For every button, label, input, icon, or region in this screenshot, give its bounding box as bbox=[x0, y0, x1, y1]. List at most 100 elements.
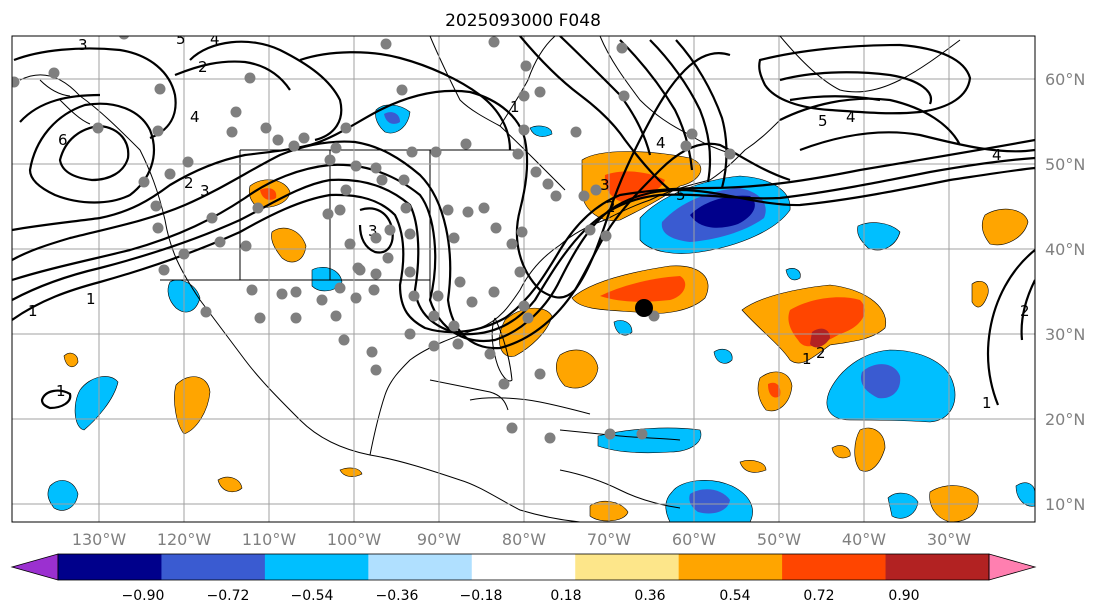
station-dot bbox=[514, 266, 526, 278]
longitude-labels: 130°W 120°W 110°W 100°W 90°W 80°W 70°W 6… bbox=[72, 530, 971, 549]
station-dot bbox=[344, 238, 356, 250]
station-dot bbox=[376, 174, 388, 186]
station-dot bbox=[530, 166, 542, 178]
svg-text:2: 2 bbox=[606, 198, 616, 216]
station-dot bbox=[724, 148, 736, 160]
svg-text:0.90: 0.90 bbox=[888, 588, 919, 604]
station-dot bbox=[478, 202, 490, 214]
svg-text:5: 5 bbox=[676, 186, 686, 204]
svg-text:1: 1 bbox=[802, 350, 812, 368]
station-dot bbox=[370, 162, 382, 174]
colorbar-segment bbox=[264, 554, 369, 580]
station-dot bbox=[442, 204, 454, 216]
station-dot bbox=[518, 90, 530, 102]
colorbar-segment bbox=[161, 554, 266, 580]
station-dot bbox=[488, 36, 500, 48]
station-dot bbox=[428, 340, 440, 352]
svg-text:5: 5 bbox=[176, 30, 186, 48]
svg-text:20°N: 20°N bbox=[1045, 410, 1085, 429]
svg-text:130°W: 130°W bbox=[72, 530, 127, 549]
station-dot bbox=[498, 378, 510, 390]
station-dot bbox=[340, 184, 352, 196]
svg-text:1: 1 bbox=[28, 302, 38, 320]
station-dot bbox=[152, 125, 164, 137]
station-dot bbox=[550, 190, 562, 202]
station-dot bbox=[680, 140, 692, 152]
colorbar-segment bbox=[782, 554, 887, 580]
station-dot bbox=[48, 67, 60, 79]
station-dot bbox=[506, 238, 518, 250]
svg-text:110°W: 110°W bbox=[242, 530, 297, 549]
station-dot bbox=[506, 422, 518, 434]
station-dot bbox=[466, 296, 478, 308]
svg-text:10°N: 10°N bbox=[1045, 495, 1085, 514]
station-dot bbox=[432, 290, 444, 302]
map-title: 2025093000 F048 bbox=[445, 11, 601, 31]
map-area: 3 5 4 2 4 6 3 2 5 4 1 1 3 1 2 1 1 2 4 3 … bbox=[12, 30, 1035, 522]
station-dot bbox=[428, 310, 440, 322]
station-dot bbox=[448, 320, 460, 332]
station-dot bbox=[408, 290, 420, 302]
svg-text:1: 1 bbox=[982, 394, 992, 412]
colorbar-tick-labels: −0.90 −0.72 −0.54 −0.36 −0.18 0.18 0.36 … bbox=[122, 588, 920, 604]
station-dot bbox=[430, 146, 442, 158]
svg-text:−0.36: −0.36 bbox=[376, 588, 419, 604]
svg-text:4: 4 bbox=[190, 108, 200, 126]
station-dot bbox=[600, 230, 612, 242]
station-dot bbox=[616, 42, 628, 54]
colorbar-extend-min bbox=[10, 553, 59, 581]
svg-text:−0.90: −0.90 bbox=[122, 588, 165, 604]
svg-text:2: 2 bbox=[1020, 302, 1030, 320]
station-dot bbox=[92, 122, 104, 134]
svg-text:2: 2 bbox=[198, 58, 208, 76]
svg-text:3: 3 bbox=[78, 36, 88, 54]
station-dot bbox=[544, 432, 556, 444]
station-dot bbox=[240, 240, 252, 252]
station-dot bbox=[230, 106, 242, 118]
station-dot bbox=[618, 90, 630, 102]
station-dot bbox=[276, 288, 288, 300]
station-dot bbox=[178, 248, 190, 260]
station-dot bbox=[520, 60, 532, 72]
svg-text:50°W: 50°W bbox=[757, 530, 801, 549]
contour-labels: 3 5 4 2 4 6 3 2 5 4 1 1 3 1 2 1 1 2 4 3 … bbox=[28, 30, 1030, 412]
svg-text:−0.72: −0.72 bbox=[207, 588, 250, 604]
station-dot bbox=[290, 312, 302, 324]
station-dot bbox=[454, 276, 466, 288]
svg-text:60°W: 60°W bbox=[672, 530, 716, 549]
station-dot bbox=[354, 264, 366, 276]
storm-center-marker bbox=[635, 299, 653, 317]
svg-text:120°W: 120°W bbox=[157, 530, 212, 549]
svg-text:50°N: 50°N bbox=[1045, 155, 1085, 174]
station-dot bbox=[518, 300, 530, 312]
station-dot bbox=[382, 252, 394, 264]
svg-text:0.54: 0.54 bbox=[719, 588, 750, 604]
station-dot bbox=[452, 338, 464, 350]
station-dot bbox=[334, 204, 346, 216]
colorbar-segment bbox=[471, 554, 576, 580]
station-dot bbox=[484, 348, 496, 360]
svg-text:6: 6 bbox=[58, 131, 68, 149]
colorbar-segment bbox=[58, 554, 162, 580]
svg-text:30°N: 30°N bbox=[1045, 325, 1085, 344]
station-markers bbox=[12, 36, 736, 444]
station-dot bbox=[350, 292, 362, 304]
contour-lines bbox=[12, 36, 1035, 410]
svg-text:4: 4 bbox=[656, 134, 666, 152]
station-dot bbox=[246, 284, 258, 296]
svg-text:4: 4 bbox=[992, 146, 1002, 164]
station-dot bbox=[152, 222, 164, 234]
station-dot bbox=[298, 132, 310, 144]
station-dot bbox=[636, 428, 648, 440]
station-dot bbox=[462, 206, 474, 218]
station-dot bbox=[254, 312, 266, 324]
station-dot bbox=[534, 86, 546, 98]
station-dot bbox=[404, 266, 416, 278]
station-dot bbox=[534, 368, 546, 380]
station-dot bbox=[398, 174, 410, 186]
svg-text:3: 3 bbox=[200, 182, 210, 200]
map-frame bbox=[11, 35, 1036, 523]
station-dot bbox=[460, 138, 472, 150]
station-dot bbox=[368, 284, 380, 296]
